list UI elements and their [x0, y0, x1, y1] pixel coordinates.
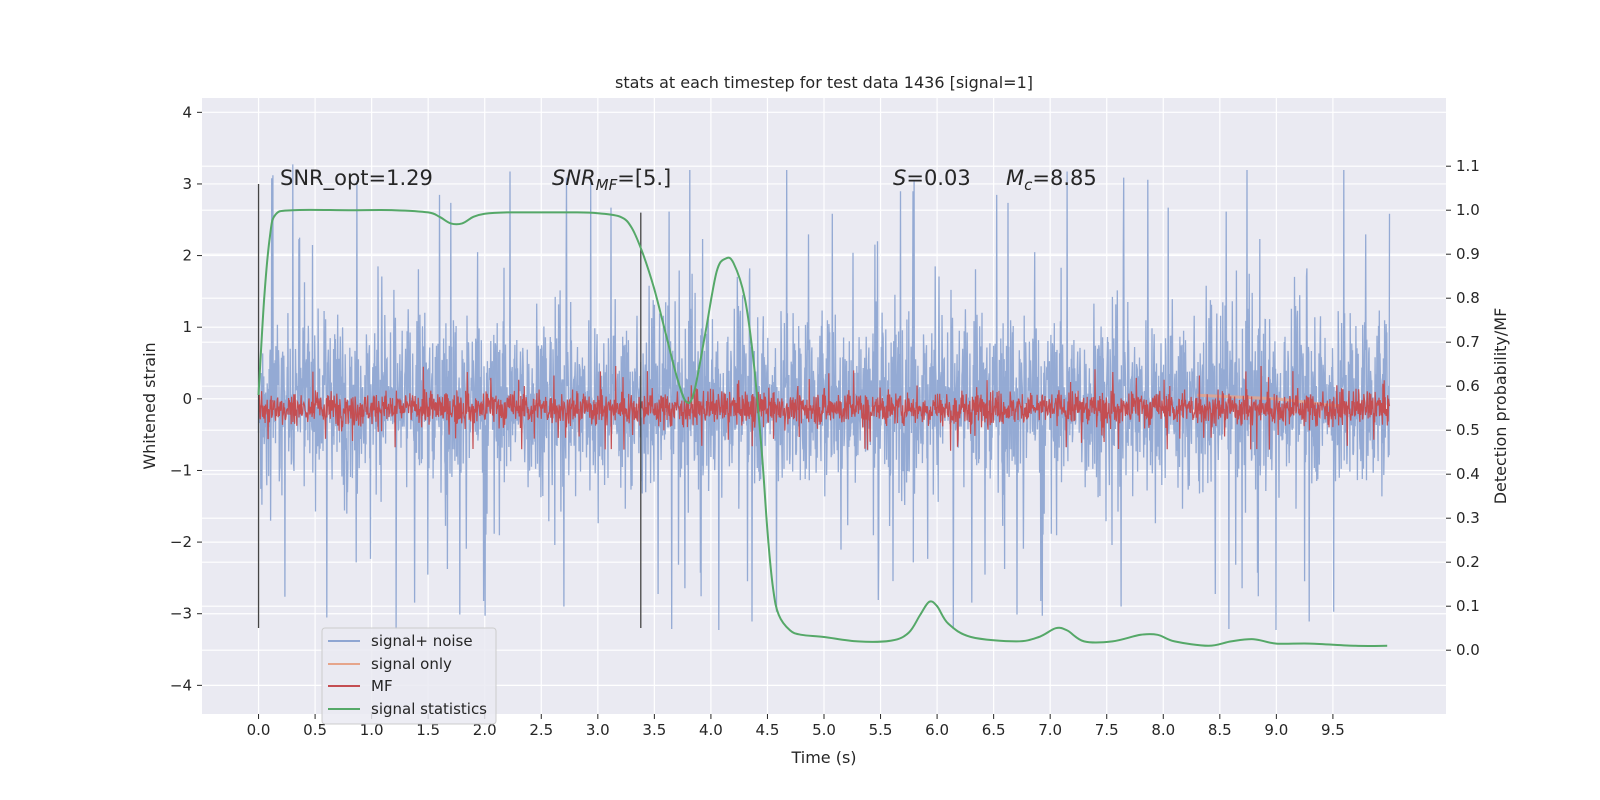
signal-statistics-line [257, 208, 1388, 647]
annotation-snr-opt: SNR_opt=1.29 [280, 166, 433, 191]
y-axis-left: −4 −3 −2 −1 0 1 2 3 4 [170, 103, 202, 694]
x-tick-label: 8.0 [1151, 721, 1175, 739]
legend-label-signal-only: signal only [371, 655, 452, 673]
legend-label-mf: MF [371, 677, 393, 695]
y2-tick-label: 0.1 [1456, 597, 1480, 615]
y2-tick-label: 0.8 [1456, 289, 1480, 307]
x-tick-label: 5.5 [869, 721, 893, 739]
annotation-mc-sub: c [1024, 176, 1033, 194]
x-tick-label: 9.0 [1264, 721, 1288, 739]
marker-lines [257, 183, 642, 629]
annotation-snr-mf-value: =[5.] [617, 166, 671, 190]
x-tick-label: 0.0 [247, 721, 271, 739]
x-tick-label: 2.5 [529, 721, 553, 739]
y2-tick-label: 0.4 [1456, 465, 1480, 483]
x-tick-label: 7.5 [1095, 721, 1119, 739]
y2-tick-label: 0.5 [1456, 421, 1480, 439]
series-mf [258, 365, 1391, 451]
x-tick-label: 6.0 [925, 721, 949, 739]
x-tick-label: 2.0 [473, 721, 497, 739]
x-tick-label: 5.0 [812, 721, 836, 739]
y2-tick-label: 0.3 [1456, 509, 1480, 527]
series-signal-statistics [257, 208, 1388, 647]
y2-tick-label: 0.2 [1456, 553, 1480, 571]
x-tick-label: 8.5 [1208, 721, 1232, 739]
y-tick-label: −2 [170, 533, 192, 551]
y-tick-label: −3 [170, 605, 192, 623]
annotation-mc-main: M [1006, 166, 1024, 190]
y-tick-label: −1 [170, 461, 192, 479]
x-tick-label: 4.5 [756, 721, 780, 739]
y2-axis-title: Detection probability/MF [1491, 308, 1510, 505]
annotation-mc: Mc=8.85 [1006, 166, 1097, 194]
mf-line [258, 365, 1391, 451]
x-tick-label: 0.5 [303, 721, 327, 739]
annotation-snr-mf-sub: MF [596, 176, 618, 194]
annotation-mc-value: =8.85 [1032, 166, 1096, 190]
y-axis-right: 0.0 0.1 0.2 0.3 0.4 0.5 0.6 0.7 0.8 0.9 1.0 1.1 [1446, 157, 1480, 659]
y-tick-label: 0 [182, 390, 192, 408]
y-tick-label: 3 [182, 175, 192, 193]
x-tick-label: 6.5 [982, 721, 1006, 739]
y-tick-label: −4 [170, 676, 192, 694]
annotation-s-main: S [893, 166, 906, 190]
y-tick-label: 4 [182, 103, 192, 121]
x-axis-title: Time (s) [790, 748, 856, 767]
y2-tick-label: 0.0 [1456, 641, 1480, 659]
legend-label-signal-noise: signal+ noise [371, 632, 473, 650]
x-tick-label: 1.5 [416, 721, 440, 739]
y-axis-title: Whitened strain [140, 342, 159, 469]
x-tick-label: 3.5 [642, 721, 666, 739]
x-tick-label: 7.0 [1038, 721, 1062, 739]
x-tick-label: 9.5 [1321, 721, 1345, 739]
x-tick-label: 1.0 [360, 721, 384, 739]
x-tick-label: 4.0 [699, 721, 723, 739]
annotation-s: S=0.03 [893, 166, 971, 190]
annotation-snr-mf: SNRMF=[5.] [552, 166, 671, 194]
y2-tick-label: 0.7 [1456, 333, 1480, 351]
chart-title: stats at each timestep for test data 143… [615, 73, 1033, 92]
y2-tick-label: 1.0 [1456, 201, 1480, 219]
legend-label-signal-statistics: signal statistics [371, 700, 487, 718]
annotation-snr-mf-main: SNR [552, 166, 596, 190]
x-tick-label: 3.0 [586, 721, 610, 739]
y2-tick-label: 1.1 [1456, 157, 1480, 175]
x-axis: 0.0 0.5 1.0 1.5 2.0 2.5 3.0 3.5 4.0 4.5 5.0 5.5 6.0 6… [247, 714, 1345, 739]
legend: signal+ noise signal only MF signal stat… [321, 627, 497, 725]
annotation-s-value: =0.03 [906, 166, 970, 190]
legend-box [321, 627, 497, 725]
y-tick-label: 2 [182, 247, 192, 265]
y2-tick-label: 0.9 [1456, 245, 1480, 263]
y2-tick-label: 0.6 [1456, 377, 1480, 395]
y-tick-label: 1 [182, 318, 192, 336]
